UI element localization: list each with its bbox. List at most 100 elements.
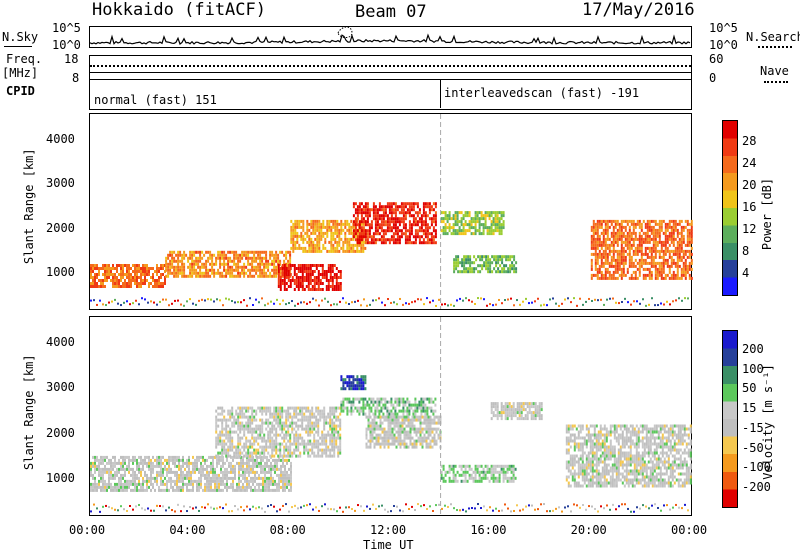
echo-cell (620, 219, 623, 223)
nave-legend-line (764, 81, 788, 83)
echo-cell (408, 241, 411, 245)
echo-cell (509, 255, 512, 259)
echo-cell (165, 256, 168, 260)
echo-cell (608, 237, 611, 241)
echo-cell (302, 228, 305, 232)
echo-cell (208, 473, 210, 477)
echo-cell (108, 458, 110, 462)
echo-cell (604, 249, 607, 253)
echo-cell (229, 274, 232, 278)
echo-cell (350, 231, 353, 235)
echo-cell (98, 279, 100, 282)
echo-cell (434, 241, 437, 245)
echo-cell (207, 271, 210, 275)
echo-cell (414, 229, 417, 233)
echo-cell (678, 246, 681, 250)
echo-cell (242, 464, 244, 468)
echo-cell (338, 222, 341, 226)
echo-cell (467, 255, 470, 259)
echo-cell (602, 252, 605, 256)
echo-cell (261, 418, 264, 422)
echo-cell (360, 222, 363, 226)
echo-cell (396, 217, 399, 221)
echo-cell (369, 427, 372, 431)
echo-cell (400, 229, 403, 233)
echo-cell (90, 270, 92, 273)
echo-cell (156, 479, 158, 483)
echo-cell (404, 214, 407, 218)
echo-cell (654, 231, 657, 235)
echo-cell (364, 208, 367, 212)
echo-cell (281, 250, 284, 254)
echo-cell (424, 211, 427, 215)
echo-cell (630, 234, 633, 238)
echo-cell (244, 476, 246, 480)
echo-cell (362, 381, 365, 385)
echo-cell (309, 267, 312, 270)
echo-cell (331, 439, 334, 443)
echo-cell (458, 229, 461, 233)
clutter-cell (132, 508, 134, 511)
echo-cell (116, 485, 118, 489)
echo-cell (273, 448, 276, 452)
echo-cell (495, 264, 498, 268)
echo-cell (237, 274, 240, 278)
echo-cell (227, 409, 230, 413)
echo-cell (329, 436, 332, 440)
echo-cell (241, 421, 244, 425)
echo-cell (342, 228, 345, 232)
echo-cell (382, 406, 385, 410)
echo-cell (187, 274, 190, 278)
echo-cell (380, 241, 383, 245)
echo-cell (604, 237, 607, 241)
echo-cell (652, 261, 655, 265)
echo-cell (358, 249, 361, 253)
echo-cell (434, 217, 437, 221)
echo-cell (358, 211, 361, 215)
echo-cell (160, 264, 162, 267)
echo-cell (311, 451, 314, 455)
echo-cell (648, 228, 651, 232)
echo-cell (142, 479, 144, 483)
clutter-cell (306, 302, 308, 305)
echo-cell (352, 397, 355, 401)
echo-cell (406, 211, 409, 215)
echo-cell (462, 223, 465, 227)
echo-cell (324, 237, 327, 241)
echo-cell (630, 258, 633, 262)
echo-cell (362, 397, 365, 401)
echo-cell (289, 406, 292, 410)
echo-cell (404, 235, 407, 239)
echo-cell (188, 476, 190, 480)
echo-cell (290, 464, 292, 468)
echo-cell (297, 279, 300, 282)
echo-cell (279, 451, 282, 455)
echo-cell (174, 461, 176, 465)
echo-cell (294, 234, 297, 238)
echo-cell (604, 261, 607, 265)
echo-cell (285, 288, 288, 291)
echo-cell (602, 264, 605, 268)
echo-cell (654, 276, 657, 280)
echo-cell (313, 427, 316, 431)
echo-cell (325, 288, 328, 291)
clutter-cell (135, 299, 137, 302)
echo-cell (210, 455, 212, 459)
echo-cell (241, 409, 244, 413)
echo-cell (412, 403, 415, 407)
echo-cell (364, 202, 367, 206)
echo-cell (610, 255, 613, 259)
echo-cell (92, 264, 94, 267)
echo-cell (106, 488, 108, 492)
echo-cell (136, 464, 138, 468)
echo-cell (660, 270, 663, 274)
echo-cell (329, 273, 332, 276)
echo-cell (329, 442, 332, 446)
echo-cell (253, 430, 256, 434)
echo-cell (283, 424, 286, 428)
echo-cell (284, 488, 286, 492)
echo-cell (453, 270, 456, 274)
echo-cell (225, 424, 228, 428)
echo-cell (462, 232, 465, 236)
clutter-cell (204, 506, 206, 509)
